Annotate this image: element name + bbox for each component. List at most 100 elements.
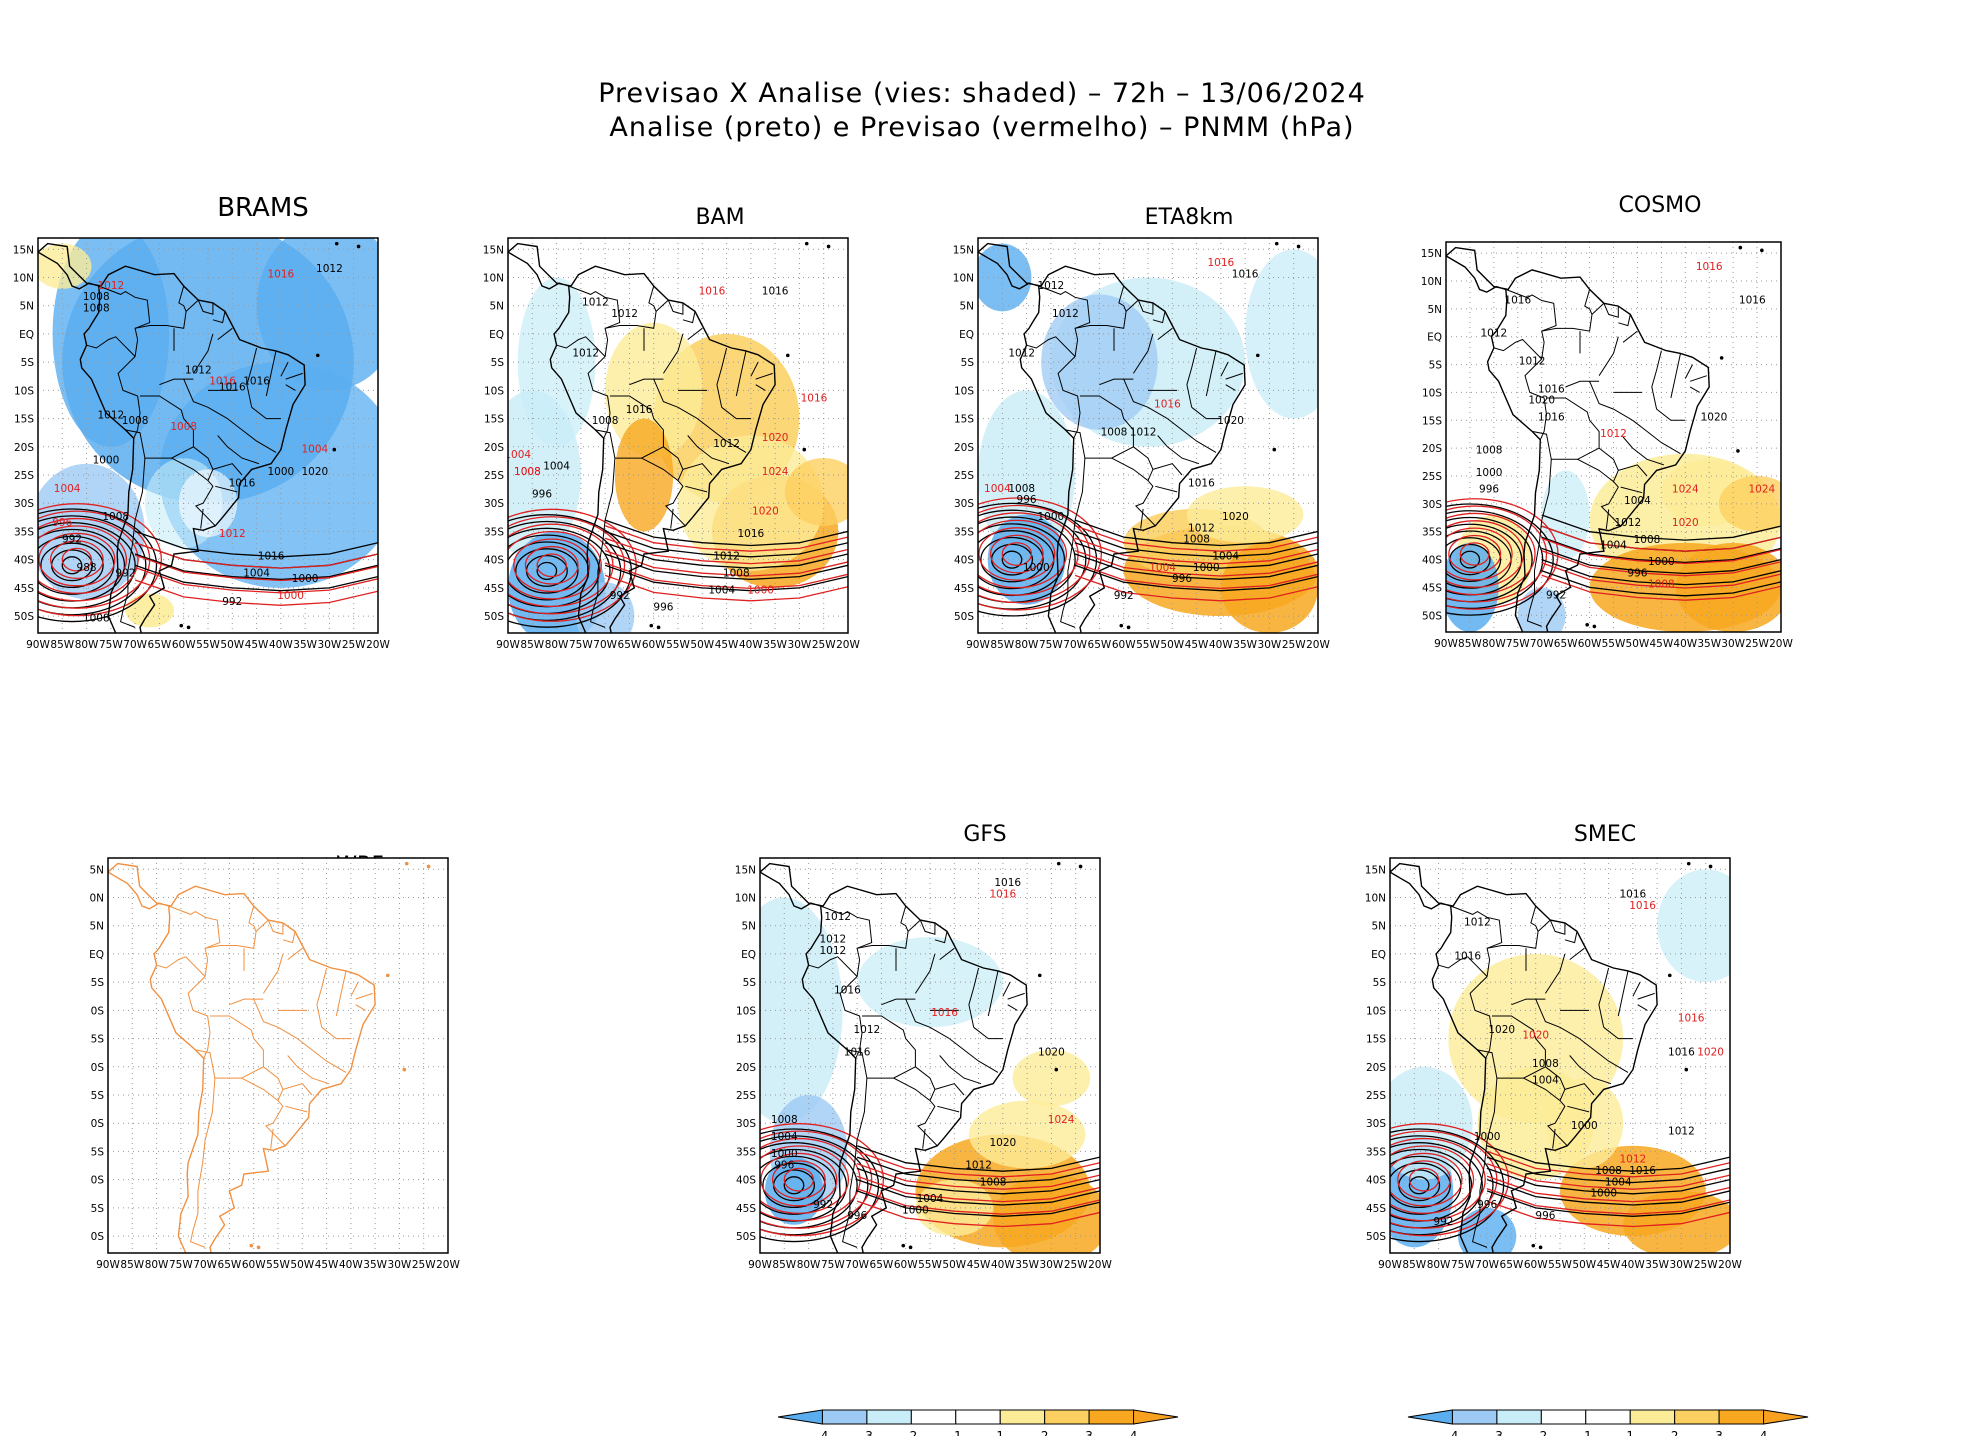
lat-tick-label: 5N xyxy=(1371,921,1386,933)
lat-tick-label: 10S xyxy=(1422,387,1442,399)
lon-tick-label: 75W xyxy=(169,1259,193,1271)
isobar xyxy=(1541,525,1781,552)
island xyxy=(179,623,184,628)
contour-label: 1016 xyxy=(1668,1047,1695,1059)
contour-label: 1012 xyxy=(853,1024,880,1036)
island xyxy=(656,625,661,630)
country-border xyxy=(682,311,696,324)
contour-label: 1008 xyxy=(980,1176,1007,1188)
isobar xyxy=(1541,570,1781,597)
lat-tick-label: EQ xyxy=(1427,332,1442,344)
country-border xyxy=(159,378,194,386)
lon-tick-label: 50W xyxy=(290,1259,314,1271)
lat-tick-label: 20S xyxy=(736,1062,756,1074)
isobar xyxy=(1541,536,1781,564)
isobar xyxy=(989,534,1044,574)
lon-tick-label: 55W xyxy=(1136,639,1160,651)
lon-tick-label: 65W xyxy=(1554,638,1578,650)
country-border xyxy=(1038,285,1091,329)
contour-label: 1016 xyxy=(1207,257,1234,269)
country-border xyxy=(629,378,664,386)
isobar xyxy=(38,508,158,623)
lon-tick-label: 75W xyxy=(569,639,593,651)
lat-tick-label: 15N xyxy=(953,244,974,256)
isobar xyxy=(856,1178,1100,1206)
contour-label: 1008 xyxy=(102,511,129,523)
contour-label: 1020 xyxy=(301,466,328,478)
country-border xyxy=(1523,1077,1568,1147)
country-border xyxy=(1060,458,1086,628)
bias-shading xyxy=(1245,249,1318,419)
bias-shading xyxy=(968,1100,1086,1169)
country-border xyxy=(1598,967,1610,1028)
lat-tick-label: 15S xyxy=(954,414,974,426)
country-border xyxy=(1637,992,1655,1000)
island xyxy=(1056,861,1061,866)
contour-label: 1012 xyxy=(1668,1126,1695,1138)
contour-label: 996 xyxy=(1172,573,1192,585)
colorbar-label: 3 xyxy=(1085,1429,1093,1436)
lon-tick-label: 35W xyxy=(1015,1259,1039,1271)
lon-tick-label: 40W xyxy=(339,1259,363,1271)
contour-label: 1016 xyxy=(1188,477,1215,489)
isobar xyxy=(134,553,378,581)
isobar xyxy=(1486,1188,1730,1215)
country-border xyxy=(86,336,136,357)
isobar xyxy=(1390,1135,1494,1236)
contour-label: 1000 xyxy=(1648,556,1675,568)
lon-tick-label: 70W xyxy=(593,639,617,651)
colorbar-label: -1 xyxy=(950,1429,962,1436)
lat-tick-label: 10N xyxy=(13,273,34,285)
country-border xyxy=(1567,1105,1590,1113)
lat-tick-label: 45S xyxy=(736,1203,756,1215)
contour-label: 1016 xyxy=(1629,900,1656,912)
country-border xyxy=(215,485,238,493)
lon-tick-label: 70W xyxy=(1475,1259,1499,1271)
lon-tick-label: 25W xyxy=(1745,638,1769,650)
lat-tick-label: 5S xyxy=(1373,977,1387,989)
country-border xyxy=(1564,931,1578,944)
lat-tick-label: 45S xyxy=(90,1203,104,1215)
island xyxy=(1538,1245,1543,1250)
country-border xyxy=(716,347,728,408)
colorbar-label: -2 xyxy=(1535,1429,1547,1436)
isobar xyxy=(856,1188,1100,1215)
country-border xyxy=(1152,463,1183,476)
contour-label: 1012 xyxy=(965,1159,992,1171)
bias-shading xyxy=(38,243,92,289)
colorbar-segment xyxy=(999,1409,1046,1425)
country-border xyxy=(178,285,187,312)
contour-label: 1004 xyxy=(917,1193,944,1205)
island xyxy=(1736,449,1740,453)
contour-label: 1008 xyxy=(122,415,149,427)
contour-label: 1016 xyxy=(258,551,285,563)
contour-label: 1020 xyxy=(762,432,789,444)
isobar xyxy=(1541,514,1781,541)
lon-tick-label: 70W xyxy=(1530,638,1554,650)
lon-tick-label: 60W xyxy=(642,639,666,651)
colorbar-segment xyxy=(955,1409,1001,1425)
lat-tick-label: 30S xyxy=(90,1118,104,1130)
coastline xyxy=(978,242,1246,633)
island xyxy=(1255,353,1260,358)
lon-tick-label: 70W xyxy=(193,1259,217,1271)
lon-tick-label: 25W xyxy=(1064,1259,1088,1271)
lat-tick-label: 15N xyxy=(1365,864,1386,876)
colorbar-segment xyxy=(1540,1409,1587,1425)
country-border xyxy=(1007,992,1025,1000)
lat-tick-label: 20S xyxy=(954,442,974,454)
map-frame xyxy=(1445,241,1782,633)
lon-tick-label: 65W xyxy=(1088,639,1112,651)
island xyxy=(826,244,831,249)
contour-label: 1000 xyxy=(747,585,774,597)
isobar xyxy=(1074,537,1318,565)
isobar xyxy=(1541,537,1781,565)
country-border xyxy=(1618,464,1648,477)
country-border xyxy=(721,406,751,420)
panel-title-brams: BRAMS xyxy=(217,193,309,223)
lat-tick-label: 50S xyxy=(1366,1231,1386,1243)
country-border xyxy=(1532,397,1600,460)
isobar xyxy=(536,553,567,578)
country-border xyxy=(881,998,916,1006)
contour-label: 1000 xyxy=(267,466,294,478)
